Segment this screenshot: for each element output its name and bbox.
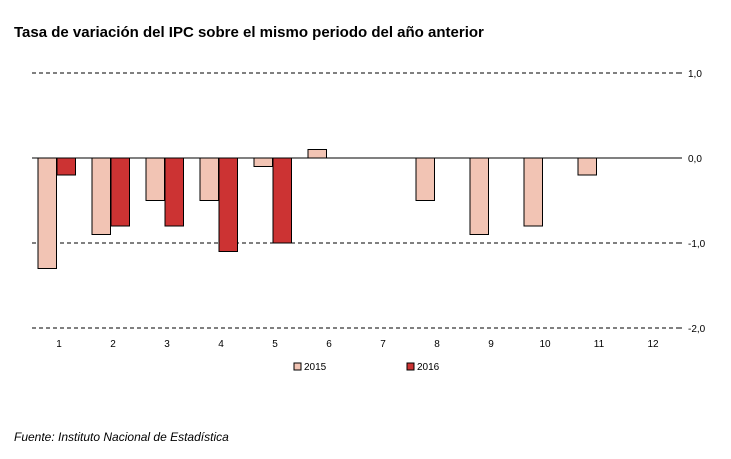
bar-2016-5	[272, 157, 292, 244]
x-tick-label: 7	[380, 339, 386, 350]
y-tick-label: 1,0	[688, 69, 702, 80]
bars	[37, 149, 597, 269]
x-axis-ticks: 1 2 3 4 5 6 7 8 9 10 11 12	[56, 339, 659, 350]
x-tick-label: 12	[647, 339, 659, 350]
bar-2015-6	[307, 149, 327, 159]
x-tick-label: 6	[326, 339, 332, 350]
legend-label-2015: 2015	[304, 362, 327, 373]
gridlines	[32, 72, 678, 329]
bar-2015-10	[523, 157, 543, 227]
x-tick-label: 5	[272, 339, 278, 350]
bar-2015-11	[577, 157, 597, 176]
x-tick-label: 1	[56, 339, 62, 350]
x-tick-label: 2	[110, 339, 116, 350]
legend-swatch-2015	[293, 362, 302, 371]
y-tick-label: -1,0	[688, 239, 706, 250]
bar-2015-3	[145, 157, 165, 201]
bar-2016-4	[218, 157, 238, 252]
bar-2015-8	[415, 157, 435, 201]
y-axis-ticks: 1,0 0,0 -1,0 -2,0	[678, 69, 706, 335]
legend-swatch-2016	[406, 362, 415, 371]
bar-2015-9	[469, 157, 489, 235]
source-note: Fuente: Instituto Nacional de Estadístic…	[14, 430, 229, 444]
chart-title: Tasa de variación del IPC sobre el mismo…	[14, 24, 484, 41]
x-tick-label: 11	[594, 339, 605, 350]
legend: 2015 2016	[293, 362, 440, 373]
bar-2016-2	[110, 157, 130, 227]
x-tick-label: 10	[539, 339, 551, 350]
x-tick-label: 3	[164, 339, 170, 350]
bar-2016-1	[56, 157, 76, 176]
bar-2015-4	[199, 157, 219, 201]
bar-2015-2	[91, 157, 111, 235]
bar-2015-5	[253, 157, 273, 167]
bar-chart: 1,00,0-1,0-2,0 1 2 3 4 5 6 7 8 9 10 11 12 2015 2016	[32, 69, 706, 373]
bar-2015-1	[37, 157, 57, 269]
x-tick-label: 9	[488, 339, 494, 350]
x-tick-label: 8	[434, 339, 440, 350]
y-tick-label: -2,0	[688, 324, 706, 335]
bar-2016-3	[164, 157, 184, 227]
y-tick-label: 0,0	[688, 154, 702, 165]
x-tick-label: 4	[218, 339, 224, 350]
legend-label-2016: 2016	[417, 362, 440, 373]
